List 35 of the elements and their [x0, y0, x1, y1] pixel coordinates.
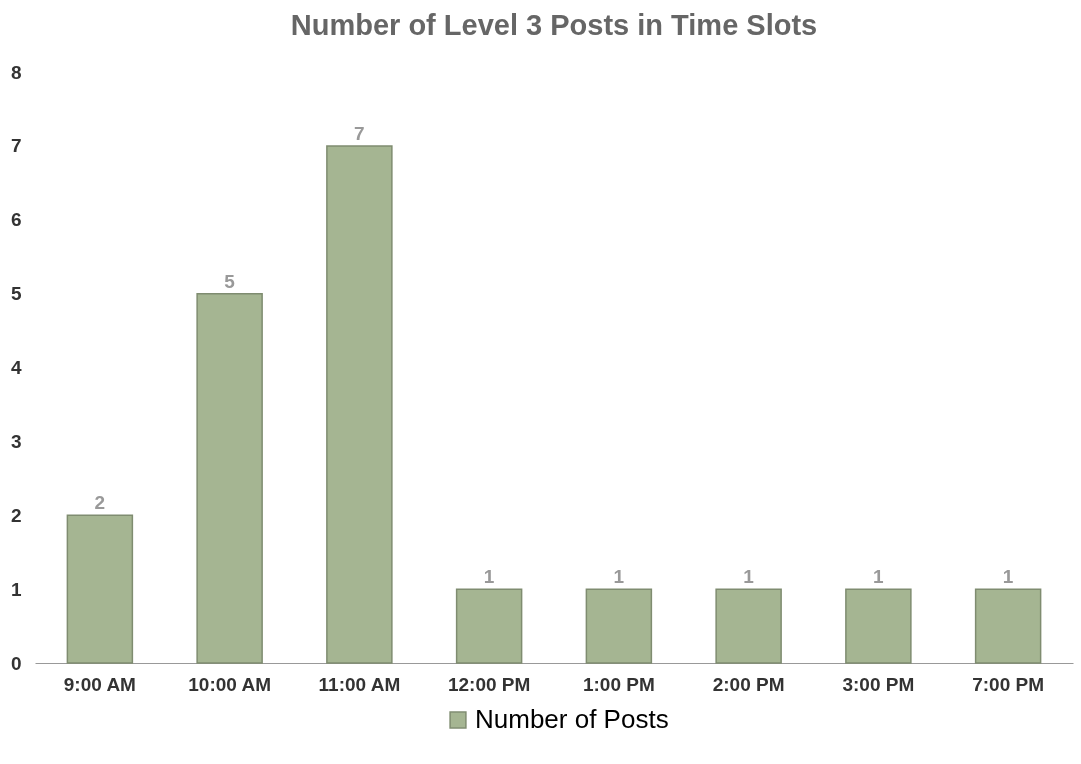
- data-label: 2: [94, 492, 106, 514]
- data-label: 1: [743, 566, 755, 588]
- y-tick-label: 0: [10, 652, 22, 674]
- y-tick-label: 1: [10, 578, 22, 600]
- x-tick-label: 1:00 PM: [582, 673, 655, 695]
- y-tick-label: 7: [10, 135, 22, 157]
- x-tick-label: 9:00 AM: [63, 673, 136, 695]
- bar: [585, 588, 653, 664]
- x-tick-label: 3:00 PM: [842, 673, 915, 695]
- data-label: 1: [483, 566, 495, 588]
- bar: [196, 292, 263, 664]
- y-tick-label: 4: [10, 357, 22, 378]
- bar: [455, 588, 523, 664]
- x-tick-label: 2:00 PM: [712, 673, 785, 695]
- bar: [326, 145, 393, 664]
- x-tick-label: 12:00 PM: [447, 673, 531, 695]
- data-label: 7: [354, 122, 365, 144]
- bar: [845, 588, 912, 664]
- data-label: 1: [1002, 566, 1014, 588]
- chart-title: Number of Level 3 Posts in Time Slots: [290, 9, 818, 41]
- data-label: 1: [613, 566, 625, 588]
- y-tick-label: 8: [10, 61, 22, 83]
- y-tick-label: 5: [10, 283, 22, 305]
- bar: [715, 588, 782, 664]
- legend-label: Number of Posts: [475, 704, 669, 734]
- y-tick-label: 6: [10, 209, 22, 231]
- x-tick-label: 11:00 AM: [318, 673, 401, 695]
- bar: [66, 514, 134, 664]
- y-tick-label: 2: [10, 504, 22, 526]
- bar: [974, 588, 1042, 664]
- data-label: 1: [873, 566, 885, 588]
- x-tick-label: 10:00 AM: [188, 673, 271, 695]
- y-tick-label: 3: [10, 430, 22, 452]
- data-label: 5: [224, 270, 236, 292]
- x-tick-label: 7:00 PM: [972, 673, 1045, 695]
